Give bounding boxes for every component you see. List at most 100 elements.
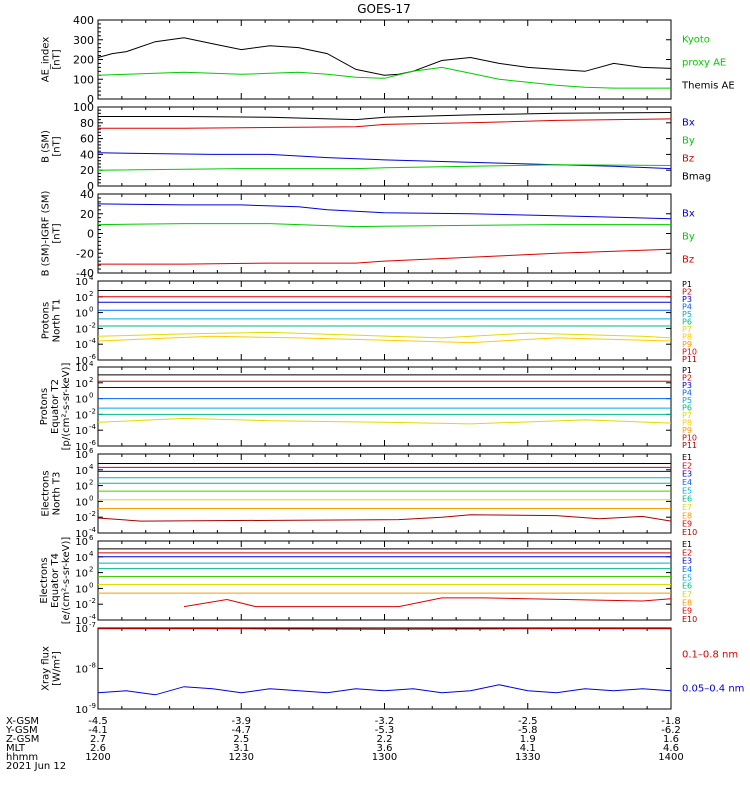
plot-frame xyxy=(97,280,672,361)
x-row-value: 1200 xyxy=(85,752,110,763)
x-row-value: -4.7 xyxy=(231,725,251,736)
y-tick-exponent: 6 xyxy=(89,534,94,542)
legend-label: P1 xyxy=(682,280,692,289)
y-tick-label: 10 xyxy=(75,450,88,461)
y-axis-label: Protons xyxy=(39,388,50,425)
legend-label: Bx xyxy=(682,208,695,219)
y-tick-exponent: -6 xyxy=(89,353,97,361)
y-tick-label: 0 xyxy=(87,228,94,241)
x-row-value: 2.6 xyxy=(90,743,106,754)
y-tick-exponent: -4 xyxy=(89,526,97,534)
legend-label: P6 xyxy=(682,318,692,327)
plot-frame xyxy=(97,366,672,447)
y-axis-label: [nT] xyxy=(52,49,63,69)
y-axis-label: North T3 xyxy=(52,472,63,516)
legend-label: E5 xyxy=(682,573,692,582)
y-tick-label: 10 xyxy=(75,497,88,508)
y-tick-exponent: 6 xyxy=(89,447,94,455)
series-line-themis-ae xyxy=(98,37,671,76)
legend-label: 0.05–0.4 nm xyxy=(682,683,744,694)
y-tick-label: 10 xyxy=(75,537,88,548)
y-axis-label: [nT] xyxy=(52,136,63,156)
legend-label: P2 xyxy=(682,374,692,383)
legend-label: P9 xyxy=(682,426,692,435)
y-tick-label: 10 xyxy=(75,356,88,367)
x-row-value: 3.1 xyxy=(233,743,249,754)
legend-label: E4 xyxy=(682,478,692,487)
y-axis-label: B (SM)-IGRF (SM) xyxy=(41,191,52,277)
legend-label: P5 xyxy=(682,396,692,405)
y-tick-exponent: 4 xyxy=(89,274,94,282)
y-axis-label: [e/(cm²-s-sr-keV)] xyxy=(61,537,72,625)
x-row-label: hhmm xyxy=(6,752,38,763)
y-tick-label: 10 xyxy=(75,340,88,351)
y-tick-label: 10 xyxy=(75,584,88,595)
legend-label: 0.1–0.8 nm xyxy=(682,650,738,661)
legend-label: Themis AE xyxy=(681,81,735,92)
x-row-value: 1330 xyxy=(515,752,540,763)
legend-label: E6 xyxy=(682,495,692,504)
legend-label: P8 xyxy=(682,333,692,342)
x-row-value: 1.6 xyxy=(663,734,679,745)
y-tick-label: 10 xyxy=(75,426,88,437)
legend-label: Bx xyxy=(682,118,695,129)
y-tick-label: 40 xyxy=(80,188,94,201)
y-tick-exponent: -8 xyxy=(89,662,96,670)
y-tick-label: 10 xyxy=(75,410,88,421)
y-tick-exponent: 2 xyxy=(89,290,93,298)
y-tick-label: 10 xyxy=(75,379,88,390)
x-row-value: -3.9 xyxy=(231,716,251,727)
y-tick-exponent: 2 xyxy=(89,376,93,384)
legend-label: P11 xyxy=(682,355,697,364)
y-tick-exponent: -9 xyxy=(89,702,96,710)
y-axis-label: B (SM) xyxy=(41,130,52,163)
y-tick-label: 10 xyxy=(75,482,88,493)
x-row-label: Z-GSM xyxy=(6,734,39,745)
x-row-value: 4.1 xyxy=(520,743,536,754)
y-tick-exponent: -2 xyxy=(89,597,96,605)
legend-label: E3 xyxy=(682,470,692,479)
y-tick-label: 0 xyxy=(87,93,94,106)
series-line-by xyxy=(98,164,671,171)
x-row-value: 3.6 xyxy=(377,743,393,754)
y-tick-exponent: -4 xyxy=(89,613,97,621)
series-line-bx xyxy=(98,152,671,170)
y-tick-label: 0 xyxy=(87,180,94,193)
legend-label: E2 xyxy=(682,548,692,557)
x-row-value: -5.8 xyxy=(518,725,538,736)
legend-label: P4 xyxy=(682,303,692,312)
legend-label: P3 xyxy=(682,381,692,390)
x-row-value: 1400 xyxy=(658,752,683,763)
panel-ae: 0 100 200 300 400 AE_index [nT] Kyoto proxy AE Th… xyxy=(41,14,735,106)
y-axis-label: Electrons xyxy=(39,557,50,603)
x-row-value: -4.1 xyxy=(88,725,108,736)
x-row-value: -6.2 xyxy=(661,725,681,736)
x-row-value: 1.9 xyxy=(520,734,536,745)
legend-label: E9 xyxy=(682,607,692,616)
y-axis-label: Equator T2 xyxy=(50,379,61,434)
y-tick-label: 10 xyxy=(75,277,88,288)
series-line-p7 xyxy=(98,417,671,425)
y-tick-label: 10 xyxy=(75,665,88,676)
legend-label: E4 xyxy=(682,565,692,574)
series-line-e9 xyxy=(98,514,671,522)
legend-label: E5 xyxy=(682,486,692,495)
y-tick-label: 10 xyxy=(75,293,88,304)
series-line-by xyxy=(98,223,671,228)
x-row-value: 2.5 xyxy=(233,734,249,745)
y-tick-label: 80 xyxy=(80,117,94,130)
legend-label: P10 xyxy=(682,348,697,357)
series-line-bmag xyxy=(98,112,671,121)
series-line-p7 xyxy=(98,331,671,339)
y-tick-exponent: 0 xyxy=(89,392,93,400)
y-tick-exponent: -4 xyxy=(89,423,97,431)
legend-label: P1 xyxy=(682,366,692,375)
legend-label: E3 xyxy=(682,557,692,566)
legend-label: P7 xyxy=(682,325,692,334)
y-tick-label: 10 xyxy=(75,569,88,580)
y-tick-label: 10 xyxy=(75,529,88,540)
y-tick-label: -20 xyxy=(76,247,94,260)
x-row-value: -5.3 xyxy=(375,725,395,736)
